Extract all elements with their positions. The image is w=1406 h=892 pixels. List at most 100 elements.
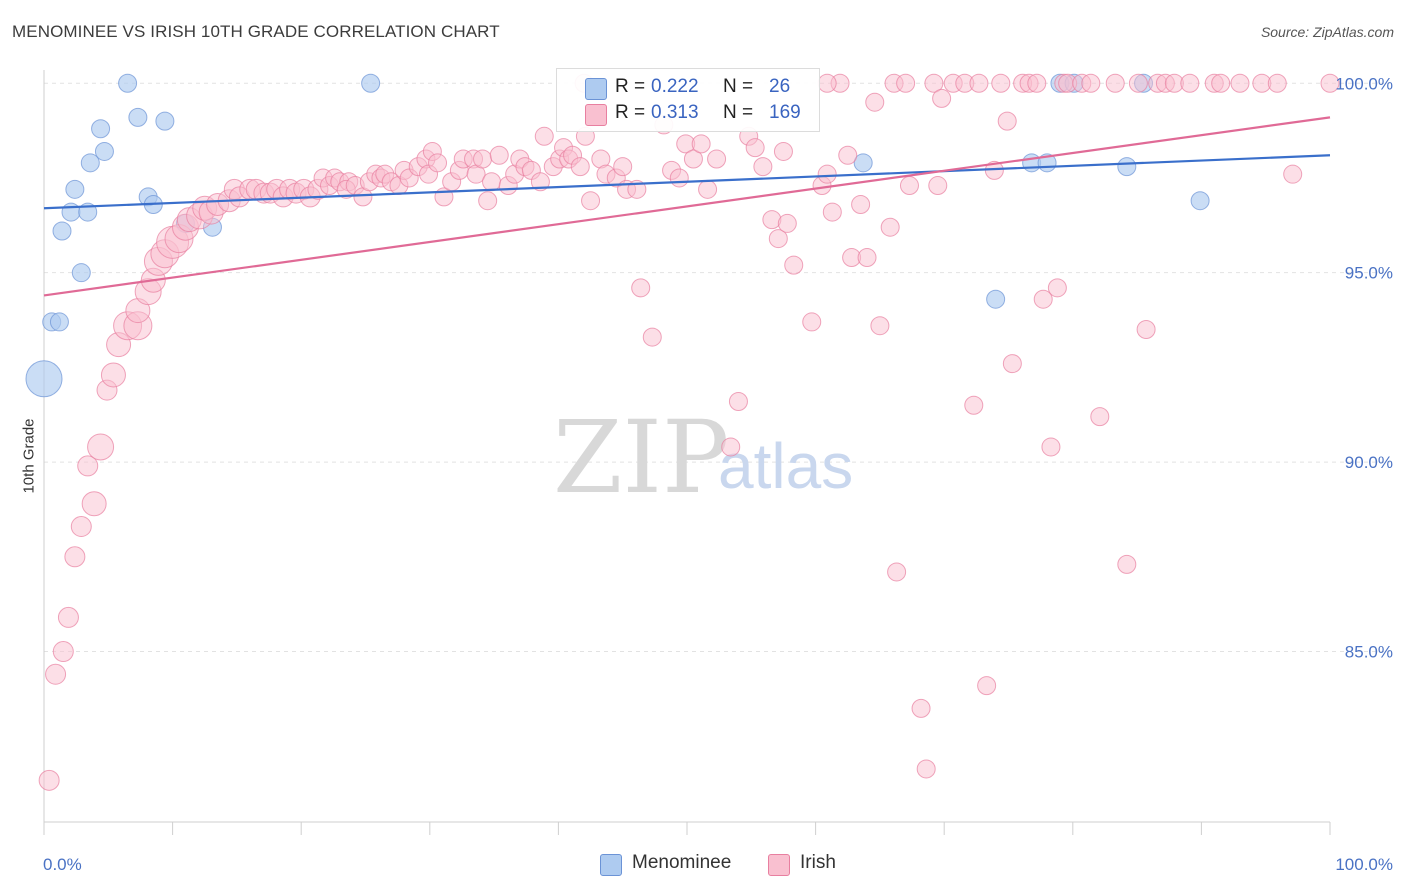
point-irish	[899, 176, 919, 196]
point-irish	[1283, 164, 1303, 184]
point-irish	[784, 255, 804, 275]
y-tick-label: 85.0%	[1345, 643, 1393, 662]
point-irish	[916, 759, 936, 779]
point-irish	[851, 194, 871, 214]
point-irish	[1002, 354, 1022, 374]
point-irish	[753, 157, 773, 177]
point-irish	[45, 663, 67, 685]
legend-row-irish: R = 0.313 N = 169	[557, 101, 819, 127]
point-menominee	[155, 111, 175, 131]
legend-n-value: 26	[769, 76, 791, 97]
legend-n-label: N =	[723, 102, 754, 123]
point-menominee	[128, 107, 148, 127]
point-menominee	[65, 179, 85, 199]
point-irish	[969, 73, 989, 93]
point-irish	[1211, 73, 1231, 93]
point-irish	[570, 157, 590, 177]
point-irish	[932, 88, 952, 108]
correlation-legend: R = 0.222 N = 26 R = 0.313 N = 169	[556, 68, 820, 132]
point-irish	[768, 229, 788, 249]
point-irish	[1136, 320, 1156, 340]
legend-label-menominee: Menominee	[632, 852, 732, 873]
point-irish	[745, 138, 765, 158]
point-irish	[1090, 407, 1110, 427]
watermark-atlas: atlas	[718, 430, 853, 502]
point-irish	[822, 202, 842, 222]
point-irish	[728, 391, 748, 411]
point-irish	[857, 248, 877, 268]
point-irish	[1267, 73, 1287, 93]
point-irish	[1027, 73, 1047, 93]
point-irish	[1117, 554, 1137, 574]
point-irish	[1081, 73, 1101, 93]
point-irish	[81, 491, 107, 517]
x-tick-label: 100.0%	[1335, 855, 1393, 874]
watermark-zip: ZIP	[553, 399, 729, 516]
point-irish	[489, 145, 509, 165]
point-irish	[721, 437, 741, 457]
legend-n-value: 169	[769, 102, 801, 123]
point-irish	[1128, 73, 1148, 93]
point-irish	[534, 126, 554, 146]
point-irish	[683, 149, 703, 169]
point-irish	[1105, 73, 1125, 93]
legend-label-irish: Irish	[800, 852, 836, 873]
point-irish	[478, 191, 498, 211]
legend-r-label: R =	[615, 76, 646, 97]
point-irish	[691, 134, 711, 154]
point-irish	[1041, 437, 1061, 457]
trend-line-irish	[43, 116, 1331, 297]
source-credit[interactable]: Source: ZipAtlas.com	[1260, 24, 1394, 40]
axes	[43, 70, 1331, 835]
point-irish	[52, 641, 74, 663]
point-irish	[777, 213, 797, 233]
point-irish	[57, 606, 79, 628]
series-legend: Menominee Irish	[0, 852, 1406, 878]
legend-swatch-menominee	[585, 78, 607, 100]
point-irish	[473, 149, 493, 169]
point-irish	[70, 516, 92, 538]
point-irish	[1033, 289, 1053, 309]
point-irish	[1180, 73, 1200, 93]
legend-n-label: N =	[723, 76, 754, 97]
point-irish	[87, 433, 115, 461]
point-menominee	[49, 312, 69, 332]
point-irish	[77, 455, 99, 477]
y-tick-label: 100.0%	[1335, 74, 1393, 93]
point-menominee	[94, 141, 114, 161]
point-irish	[928, 176, 948, 196]
point-irish	[880, 217, 900, 237]
data-points	[25, 73, 1340, 791]
point-irish	[802, 312, 822, 332]
point-menominee	[361, 73, 381, 93]
point-menominee	[1117, 157, 1137, 177]
legend-swatch-irish	[585, 104, 607, 126]
point-menominee	[71, 263, 91, 283]
point-menominee	[25, 360, 63, 398]
point-menominee	[986, 289, 1006, 309]
point-irish	[817, 73, 837, 93]
point-irish	[896, 73, 916, 93]
point-menominee	[80, 153, 100, 173]
point-irish	[38, 769, 60, 791]
y-tick-label: 90.0%	[1345, 453, 1393, 472]
y-tick-label: 95.0%	[1345, 264, 1393, 283]
point-irish	[870, 316, 890, 336]
point-menominee	[853, 153, 873, 173]
legend-row-menominee: R = 0.222 N = 26	[557, 75, 819, 101]
point-irish	[613, 157, 633, 177]
point-irish	[865, 92, 885, 112]
point-irish	[581, 191, 601, 211]
legend-r-value: 0.222	[651, 76, 699, 97]
gridlines	[44, 82, 1390, 653]
watermark: ZIP atlas	[553, 399, 853, 516]
legend-r-label: R =	[615, 102, 646, 123]
point-menominee	[1190, 191, 1210, 211]
point-irish	[64, 546, 86, 568]
x-tick-label: 0.0%	[43, 855, 82, 874]
point-irish	[707, 149, 727, 169]
point-irish	[698, 179, 718, 199]
point-irish	[669, 168, 689, 188]
point-irish	[838, 145, 858, 165]
